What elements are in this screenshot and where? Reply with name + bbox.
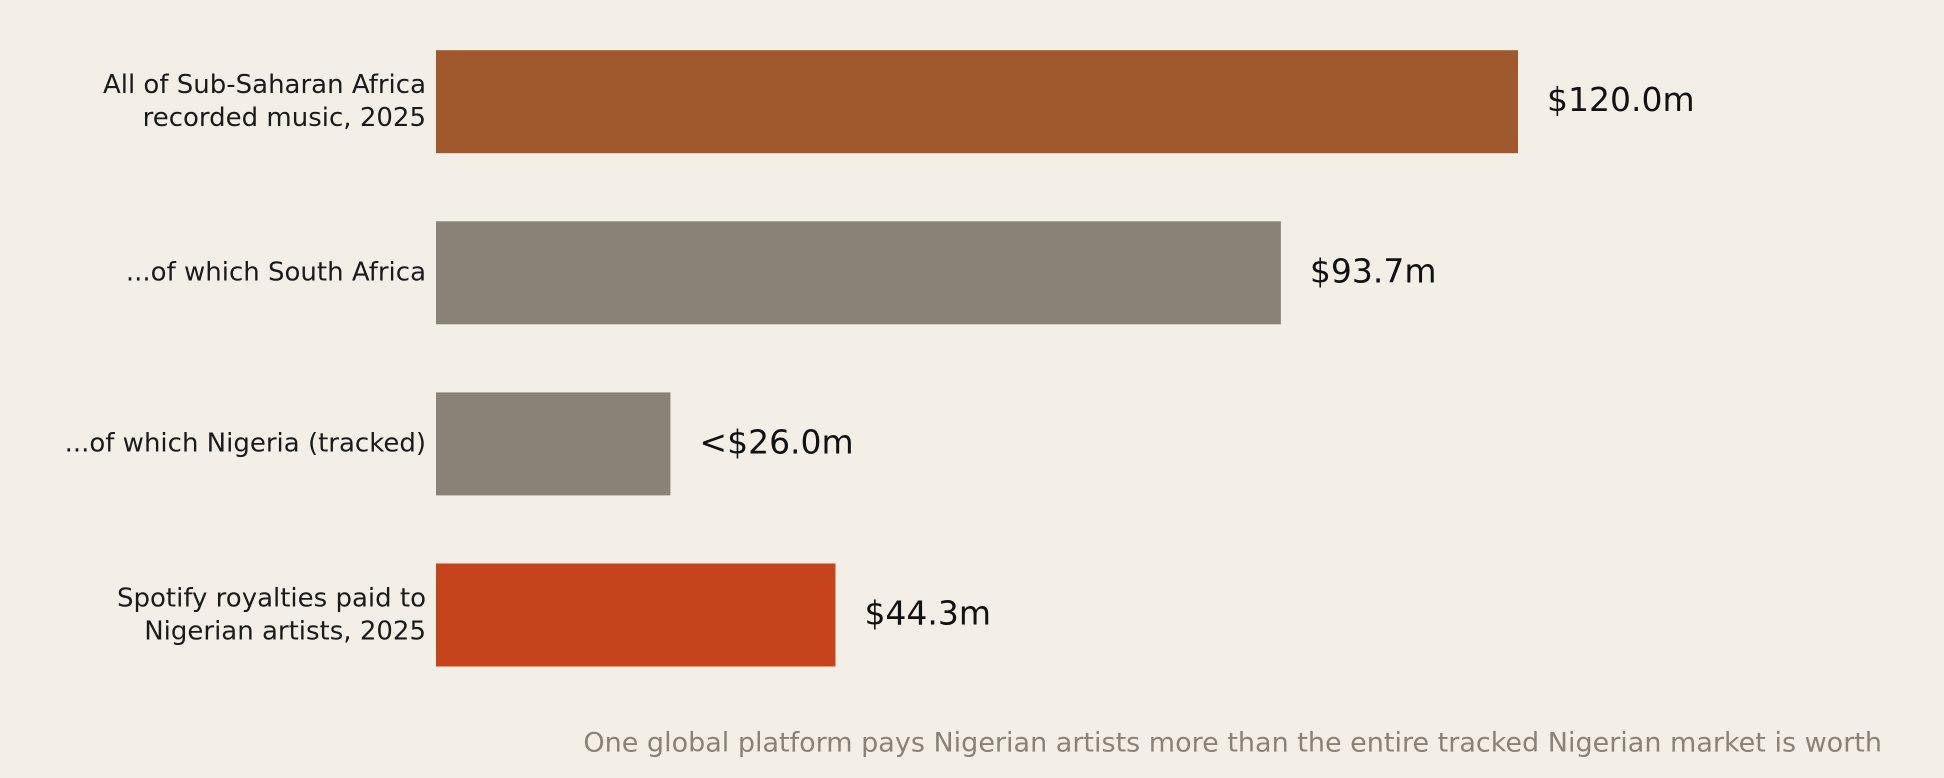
annotation: One global platform pays Nigerian artist… (583, 728, 1882, 759)
value-label: <$26.0m (699, 422, 853, 461)
category-label-line: Nigerian artists, 2025 (144, 616, 426, 646)
category-label: All of Sub-Saharan Africa recorded music,… (103, 70, 426, 133)
value-label: $93.7m (1310, 251, 1437, 290)
bar (436, 50, 1518, 154)
category-label-line: Spotify royalties paid to (117, 583, 426, 613)
value-label: $44.3m (864, 594, 991, 633)
bar (436, 563, 836, 667)
category-label-line: All of Sub-Saharan Africa (103, 70, 426, 100)
category-label: ...of which South Africa (126, 257, 426, 287)
bar (436, 221, 1281, 325)
category-label: ...of which Nigeria (tracked) (65, 428, 426, 458)
bar (436, 392, 671, 496)
category-label: Spotify royalties paid to Nigerian artist… (117, 583, 426, 646)
value-label: $120.0m (1547, 80, 1695, 119)
category-label-line: recorded music, 2025 (143, 103, 426, 133)
